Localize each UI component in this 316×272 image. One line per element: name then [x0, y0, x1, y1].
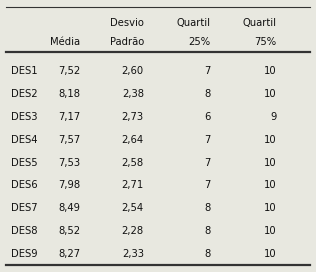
Text: 7,57: 7,57 [58, 135, 81, 145]
Text: 10: 10 [264, 249, 276, 259]
Text: DES2: DES2 [11, 89, 38, 99]
Text: DES5: DES5 [11, 157, 38, 168]
Text: 7,52: 7,52 [58, 66, 81, 76]
Text: DES3: DES3 [11, 112, 38, 122]
Text: 8,18: 8,18 [58, 89, 81, 99]
Text: Quartil: Quartil [242, 18, 276, 28]
Text: 2,54: 2,54 [122, 203, 144, 213]
Text: 8: 8 [204, 249, 210, 259]
Text: 10: 10 [264, 180, 276, 190]
Text: 7: 7 [204, 135, 210, 145]
Text: 10: 10 [264, 66, 276, 76]
Text: DES9: DES9 [11, 249, 38, 259]
Text: 7,53: 7,53 [58, 157, 81, 168]
Text: 2,33: 2,33 [122, 249, 144, 259]
Text: 10: 10 [264, 226, 276, 236]
Text: 8,52: 8,52 [58, 226, 81, 236]
Text: 7: 7 [204, 180, 210, 190]
Text: DES6: DES6 [11, 180, 38, 190]
Text: 25%: 25% [188, 37, 210, 47]
Text: 2,73: 2,73 [122, 112, 144, 122]
Text: Média: Média [51, 37, 81, 47]
Text: Quartil: Quartil [176, 18, 210, 28]
Text: 10: 10 [264, 157, 276, 168]
Text: 2,38: 2,38 [122, 89, 144, 99]
Text: DES7: DES7 [11, 203, 38, 213]
Text: 75%: 75% [254, 37, 276, 47]
Text: DES8: DES8 [11, 226, 38, 236]
Text: 8,27: 8,27 [58, 249, 81, 259]
Text: 2,64: 2,64 [122, 135, 144, 145]
Text: 7: 7 [204, 157, 210, 168]
Text: 2,60: 2,60 [122, 66, 144, 76]
Text: 8,49: 8,49 [58, 203, 81, 213]
Text: 10: 10 [264, 203, 276, 213]
Text: DES1: DES1 [11, 66, 38, 76]
Text: 2,58: 2,58 [122, 157, 144, 168]
Text: 8: 8 [204, 89, 210, 99]
Text: DES4: DES4 [11, 135, 38, 145]
Text: 10: 10 [264, 135, 276, 145]
Text: 10: 10 [264, 89, 276, 99]
Text: 8: 8 [204, 203, 210, 213]
Text: 6: 6 [204, 112, 210, 122]
Text: 2,28: 2,28 [122, 226, 144, 236]
Text: 7: 7 [204, 66, 210, 76]
Text: Desvio: Desvio [110, 18, 144, 28]
Text: 9: 9 [270, 112, 276, 122]
Text: Padrão: Padrão [110, 37, 144, 47]
Text: 7,17: 7,17 [58, 112, 81, 122]
Text: 8: 8 [204, 226, 210, 236]
Text: 7,98: 7,98 [58, 180, 81, 190]
Text: 2,71: 2,71 [122, 180, 144, 190]
